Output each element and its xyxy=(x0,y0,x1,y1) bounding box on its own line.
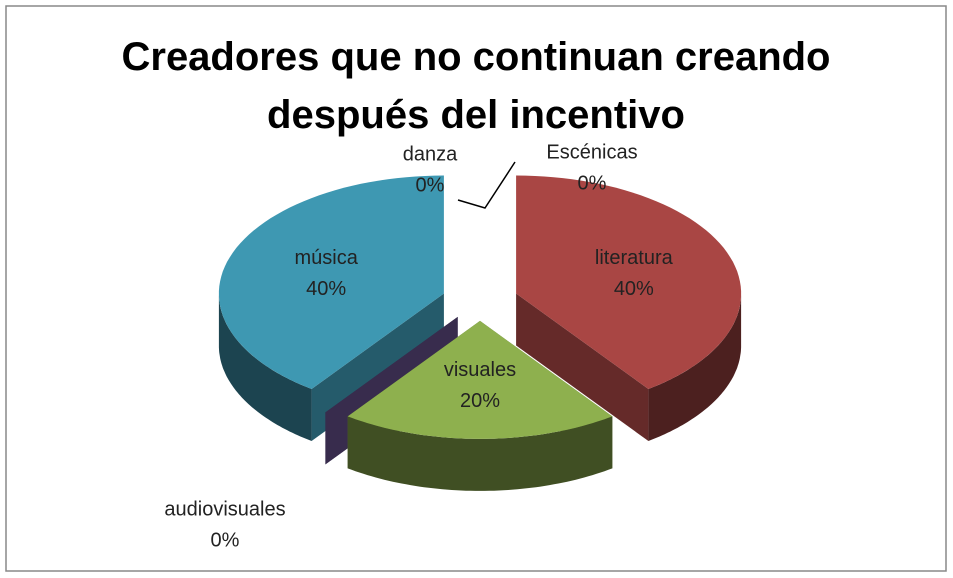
data-label-name: danza xyxy=(403,143,458,165)
data-label-value: 40% xyxy=(306,278,346,300)
slice xyxy=(516,175,742,389)
slice xyxy=(347,320,613,439)
data-label-name: literatura xyxy=(595,247,674,269)
data-label-value: 40% xyxy=(614,278,654,300)
data-label-name: visuales xyxy=(444,359,516,381)
slice xyxy=(218,175,444,389)
slice-wall xyxy=(218,293,312,441)
data-label-name: música xyxy=(294,247,358,269)
data-label-value: 0% xyxy=(578,172,607,194)
slice-wall xyxy=(648,293,742,441)
data-label-value: 0% xyxy=(211,529,240,551)
chart-title: Creadores que no continuan creando despu… xyxy=(121,35,831,137)
data-label-value: 20% xyxy=(460,390,500,412)
leader-line xyxy=(457,161,516,209)
data-label-name: audiovisuales xyxy=(164,498,285,520)
slice-wall xyxy=(347,416,613,491)
data-label-name: Escénicas xyxy=(546,141,637,163)
slice-side xyxy=(516,293,649,441)
data-label-value: 0% xyxy=(416,174,445,196)
